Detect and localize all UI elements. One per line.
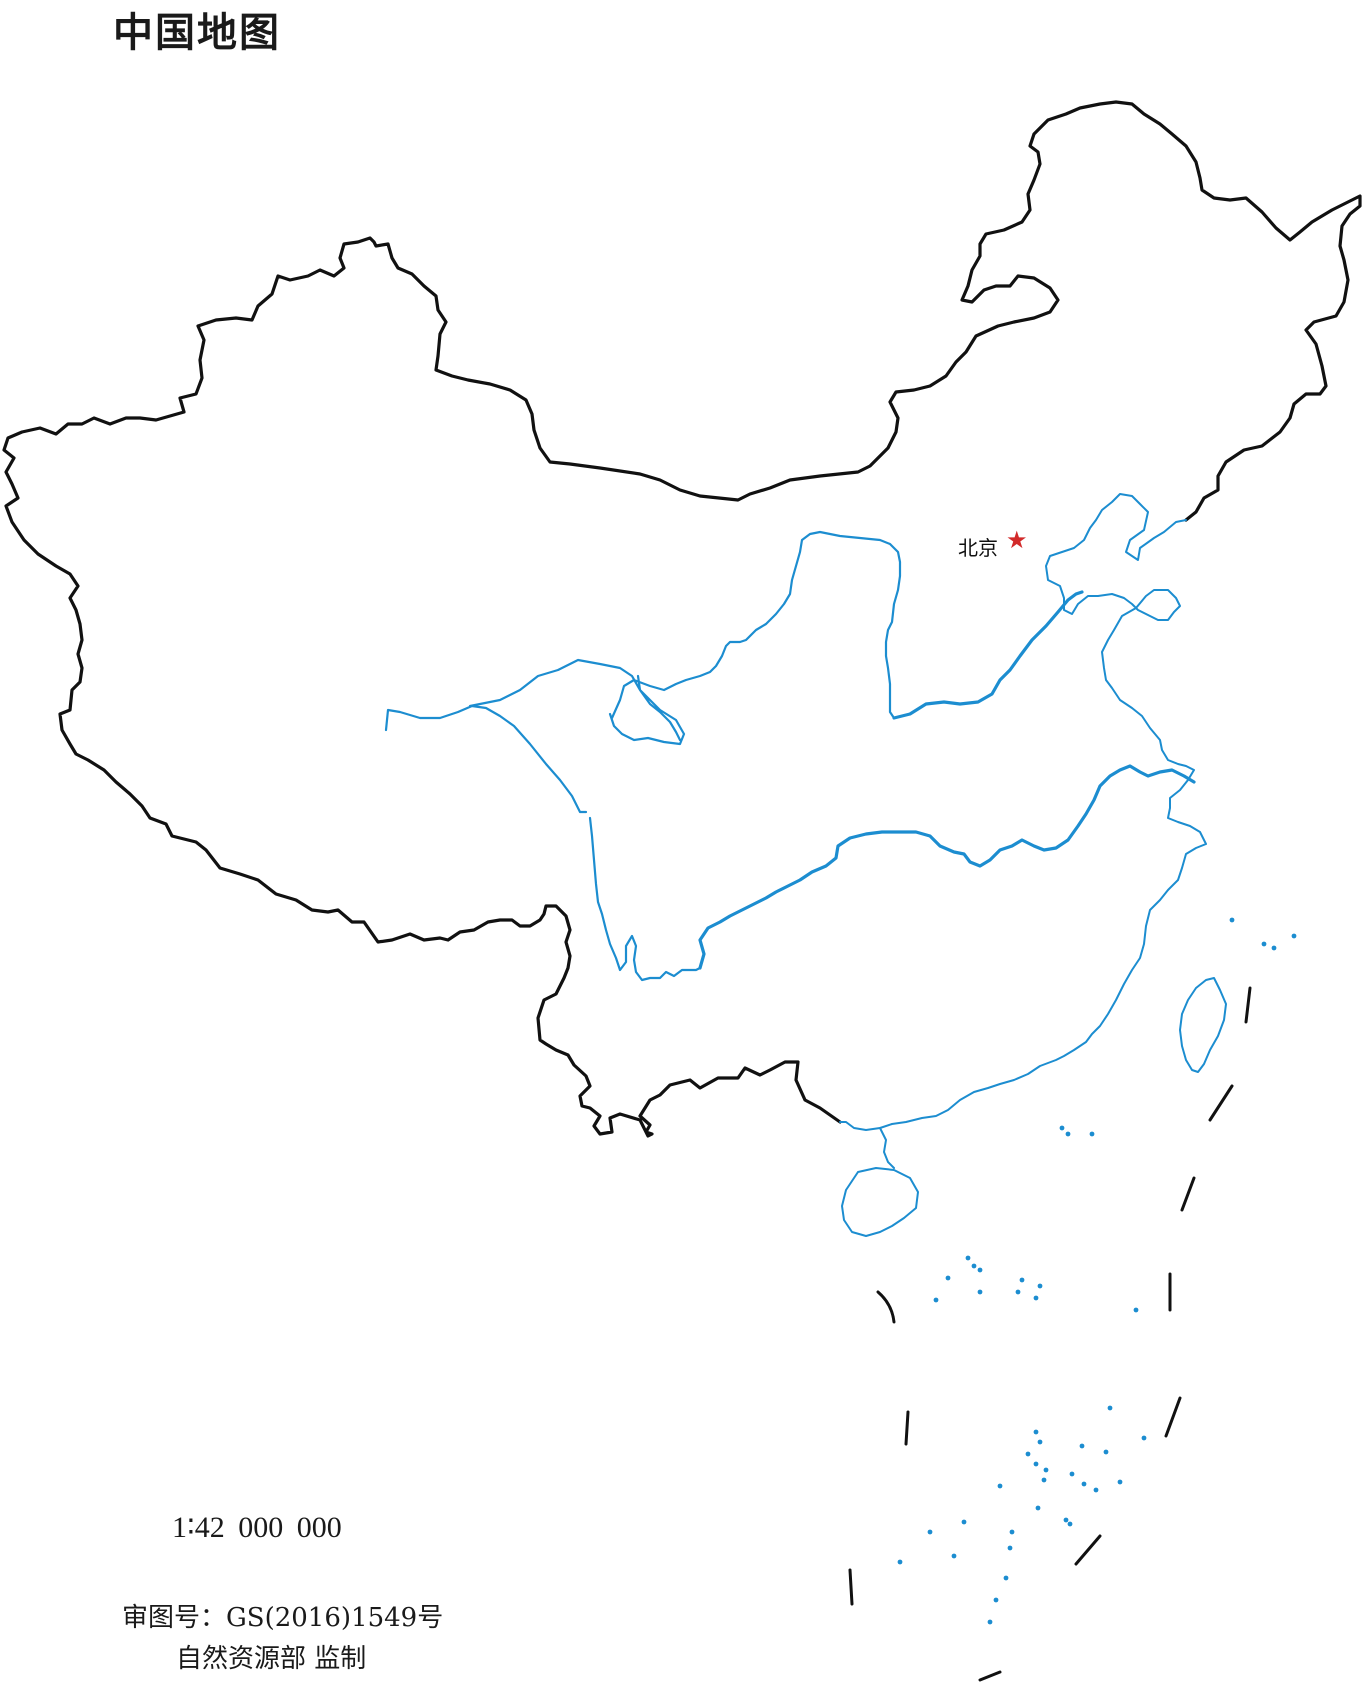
producer-text: 自然资源部 监制: [176, 1644, 367, 1674]
yangtze-upper: [588, 816, 702, 982]
map-title: 中国地图: [113, 9, 281, 56]
nine-dash-line: [848, 986, 1252, 1682]
capital-label: 北京: [958, 536, 998, 560]
hainan-island: [841, 1167, 919, 1237]
taiwan-island: [1179, 977, 1227, 1073]
yellow-river-lower: [892, 590, 1084, 720]
approval-number: 审图号：GS(2016)1549号: [122, 1603, 444, 1633]
star-icon: ★: [1006, 526, 1028, 554]
south-china-sea-islands: [897, 917, 1297, 1625]
coastline: [839, 493, 1207, 1131]
land-border: [2, 100, 1362, 1138]
yellow-river: [384, 530, 902, 814]
scale-text: 1∶42 000 000: [172, 1511, 342, 1544]
yangtze-main: [698, 764, 1196, 970]
leizhou-peninsula: [879, 1127, 895, 1169]
